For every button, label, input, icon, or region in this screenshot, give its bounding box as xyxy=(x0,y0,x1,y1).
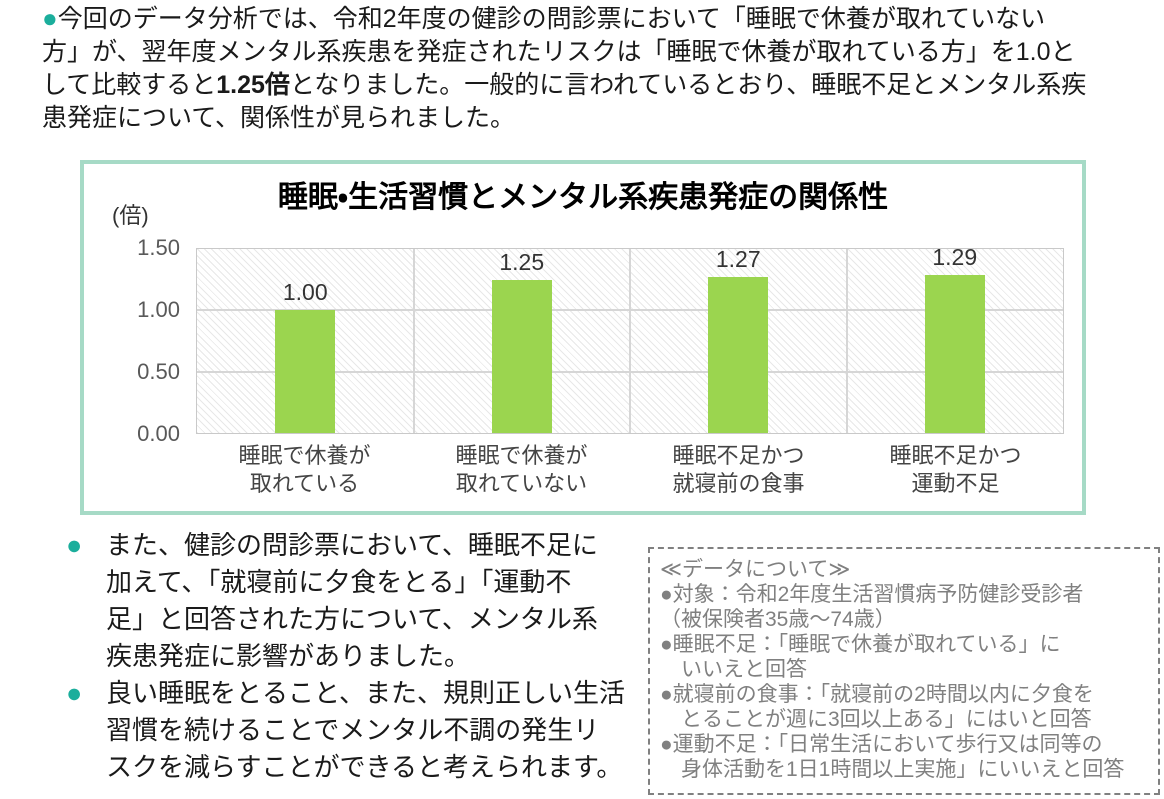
x-axis-labels: 睡眠で休養が 取れている 睡眠で休養が 取れていない 睡眠不足かつ 就寝前の食事 睡眠… xyxy=(196,442,1064,498)
intro-text-after: となりました。一般的に言われているとおり、睡眠不足とメンタル系疾 患発症について… xyxy=(42,71,1087,132)
y-axis-ticks: 1.50 1.00 0.50 0.00 xyxy=(84,235,180,446)
y-tick-label: 0.00 xyxy=(137,421,180,446)
y-axis-unit-label: (倍) xyxy=(112,203,149,228)
intro-paragraph: ●今回のデータ分析では、令和2年度の健診の問診票において「睡眠で休養が取れていな… xyxy=(42,2,1138,135)
data-notes-box: ≪データについて≫ ●対象：令和2年度生活習慣病予防健診受診者 （被保険者35歳… xyxy=(648,547,1160,795)
y-tick-label: 1.50 xyxy=(137,235,180,260)
bar-slot-3: 1.27 xyxy=(630,246,847,433)
gridline-vertical xyxy=(412,249,415,433)
bar-slot-2: 1.25 xyxy=(414,249,631,433)
note-text: また、健診の問診票において、睡眠不足に 加えて、「就寝前に夕食をとる」「運動不 … xyxy=(106,530,598,671)
notes-list: ● また、健診の問診票において、睡眠不足に 加えて、「就寝前に夕食をとる」「運動不… xyxy=(66,527,650,786)
bar-slot-1: 1.00 xyxy=(197,249,414,433)
gridline-vertical xyxy=(629,249,631,433)
category-label: 睡眠不足かつ 運動不足 xyxy=(889,443,1022,496)
bar-1 xyxy=(275,310,336,433)
y-tick-label: 0.50 xyxy=(137,359,180,384)
category-label: 睡眠で休養が 取れていない xyxy=(455,443,588,496)
chart-panel: 睡眠・生活習慣とメンタル系疾患発症の関係性 (倍) 1.50 1.00 0.50 0.… xyxy=(80,160,1086,515)
bar-3 xyxy=(708,277,769,433)
category-label: 睡眠で休養が 取れている xyxy=(238,443,371,496)
bar-value-label: 1.25 xyxy=(499,248,545,275)
bar-value-label: 1.00 xyxy=(282,279,328,306)
intro-text-before: 今回のデータ分析では、令和2年度の健診の問診票において「睡眠で休養が取れていない… xyxy=(42,5,1076,99)
y-tick-label: 1.00 xyxy=(137,297,180,322)
bullet-icon: ● xyxy=(42,3,58,33)
gridline-vertical xyxy=(845,249,848,433)
data-box-lines: ●対象：令和2年度生活習慣病予防健診受診者 （被保険者35歳～74歳） ●睡眠不… xyxy=(660,583,1125,781)
data-box-title: ≪データについて≫ xyxy=(660,558,851,581)
category-label: 睡眠不足かつ 就寝前の食事 xyxy=(672,443,805,496)
plot-area: 1.00 1.25 1.27 1.29 xyxy=(196,244,1064,434)
bar-4 xyxy=(924,274,985,433)
bar-2 xyxy=(491,279,552,433)
note-text: 良い睡眠をとること、また、規則正しい生活 習慣を続けることでメンタル不調の発生リ… xyxy=(106,678,625,782)
intro-text-bold: 1.25倍 xyxy=(216,71,290,99)
note-item-2: ● 良い睡眠をとること、また、規則正しい生活 習慣を続けることでメンタル不調の発生… xyxy=(66,675,650,786)
chart-title: 睡眠・生活習慣とメンタル系疾患発症の関係性 xyxy=(277,181,889,214)
bar-value-label: 1.29 xyxy=(932,243,978,270)
bar-value-label: 1.27 xyxy=(715,246,761,273)
bars-container: 1.00 1.25 1.27 1.29 xyxy=(197,244,1064,433)
bullet-icon: ● xyxy=(66,530,83,560)
bar-slot-4: 1.29 xyxy=(847,244,1064,433)
bullet-icon: ● xyxy=(66,678,83,708)
note-item-1: ● また、健診の問診票において、睡眠不足に 加えて、「就寝前に夕食をとる」「運動不… xyxy=(66,527,650,675)
